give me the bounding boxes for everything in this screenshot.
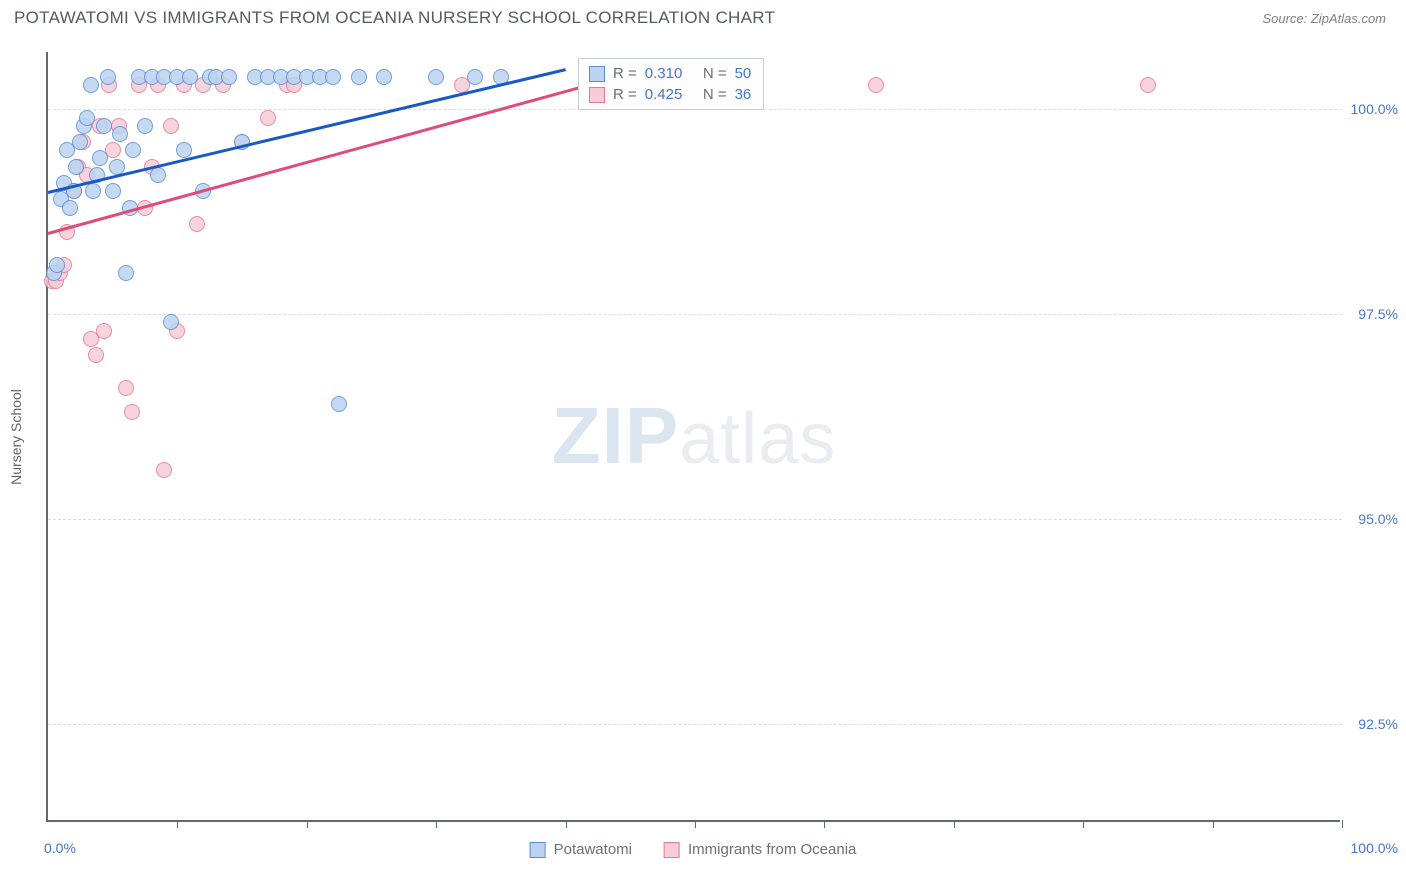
gridline — [48, 724, 1342, 725]
data-point — [72, 134, 88, 150]
x-axis-min-label: 0.0% — [44, 840, 76, 856]
data-point — [49, 257, 65, 273]
correlation-legend: R = 0.310 N = 50R = 0.425 N = 36 — [578, 58, 764, 110]
x-tick-mark — [1213, 820, 1214, 828]
data-point — [92, 150, 108, 166]
legend-r-value: 0.425 — [645, 86, 683, 103]
legend-item: Potawatomi — [530, 841, 632, 858]
correlation-legend-row: R = 0.425 N = 36 — [589, 84, 751, 105]
x-tick-mark — [177, 820, 178, 828]
data-point — [137, 118, 153, 134]
data-point — [118, 380, 134, 396]
data-point — [88, 347, 104, 363]
legend-series-name: Potawatomi — [554, 841, 632, 858]
y-tick-label: 97.5% — [1358, 306, 1398, 322]
x-tick-mark — [1342, 820, 1343, 828]
y-tick-label: 92.5% — [1358, 716, 1398, 732]
data-point — [189, 216, 205, 232]
legend-n-label: N = — [690, 65, 726, 82]
data-point — [163, 118, 179, 134]
data-point — [112, 126, 128, 142]
data-point — [260, 110, 276, 126]
data-point — [96, 323, 112, 339]
legend-series-name: Immigrants from Oceania — [688, 841, 856, 858]
data-point — [79, 110, 95, 126]
data-point — [331, 396, 347, 412]
data-point — [868, 77, 884, 93]
data-point — [96, 118, 112, 134]
data-point — [62, 200, 78, 216]
legend-swatch — [664, 842, 680, 858]
data-point — [100, 69, 116, 85]
data-point — [351, 69, 367, 85]
watermark: ZIPatlas — [552, 390, 837, 482]
data-point — [221, 69, 237, 85]
legend-r-value: 0.310 — [645, 65, 683, 82]
source-attribution: Source: ZipAtlas.com — [1262, 11, 1386, 26]
x-axis-max-label: 100.0% — [1351, 840, 1398, 856]
correlation-legend-row: R = 0.310 N = 50 — [589, 63, 751, 84]
legend-item: Immigrants from Oceania — [664, 841, 856, 858]
legend-swatch — [589, 87, 605, 103]
x-tick-mark — [436, 820, 437, 828]
data-point — [83, 77, 99, 93]
x-tick-mark — [307, 820, 308, 828]
data-point — [176, 142, 192, 158]
y-tick-label: 95.0% — [1358, 511, 1398, 527]
data-point — [156, 462, 172, 478]
data-point — [124, 404, 140, 420]
gridline — [48, 314, 1342, 315]
data-point — [1140, 77, 1156, 93]
data-point — [182, 69, 198, 85]
data-point — [105, 183, 121, 199]
series-legend: Potawatomi Immigrants from Oceania — [530, 841, 857, 858]
data-point — [163, 314, 179, 330]
legend-swatch — [530, 842, 546, 858]
x-tick-mark — [824, 820, 825, 828]
y-tick-label: 100.0% — [1351, 101, 1398, 117]
legend-n-value: 50 — [735, 65, 752, 82]
legend-n-value: 36 — [735, 86, 752, 103]
legend-n-label: N = — [690, 86, 726, 103]
x-tick-mark — [954, 820, 955, 828]
chart-title: POTAWATOMI VS IMMIGRANTS FROM OCEANIA NU… — [14, 8, 775, 28]
legend-swatch — [589, 66, 605, 82]
x-tick-mark — [1083, 820, 1084, 828]
data-point — [118, 265, 134, 281]
plot-area: ZIPatlas 92.5%95.0%97.5%100.0%R = 0.310 … — [46, 52, 1340, 822]
gridline — [48, 519, 1342, 520]
x-tick-mark — [695, 820, 696, 828]
data-point — [428, 69, 444, 85]
y-axis-title: Nursery School — [8, 389, 24, 485]
x-tick-mark — [566, 820, 567, 828]
data-point — [376, 69, 392, 85]
data-point — [68, 159, 84, 175]
legend-r-label: R = — [613, 86, 637, 103]
data-point — [85, 183, 101, 199]
data-point — [325, 69, 341, 85]
legend-r-label: R = — [613, 65, 637, 82]
chart-container: Nursery School ZIPatlas 92.5%95.0%97.5%1… — [46, 52, 1340, 822]
data-point — [125, 142, 141, 158]
data-point — [467, 69, 483, 85]
